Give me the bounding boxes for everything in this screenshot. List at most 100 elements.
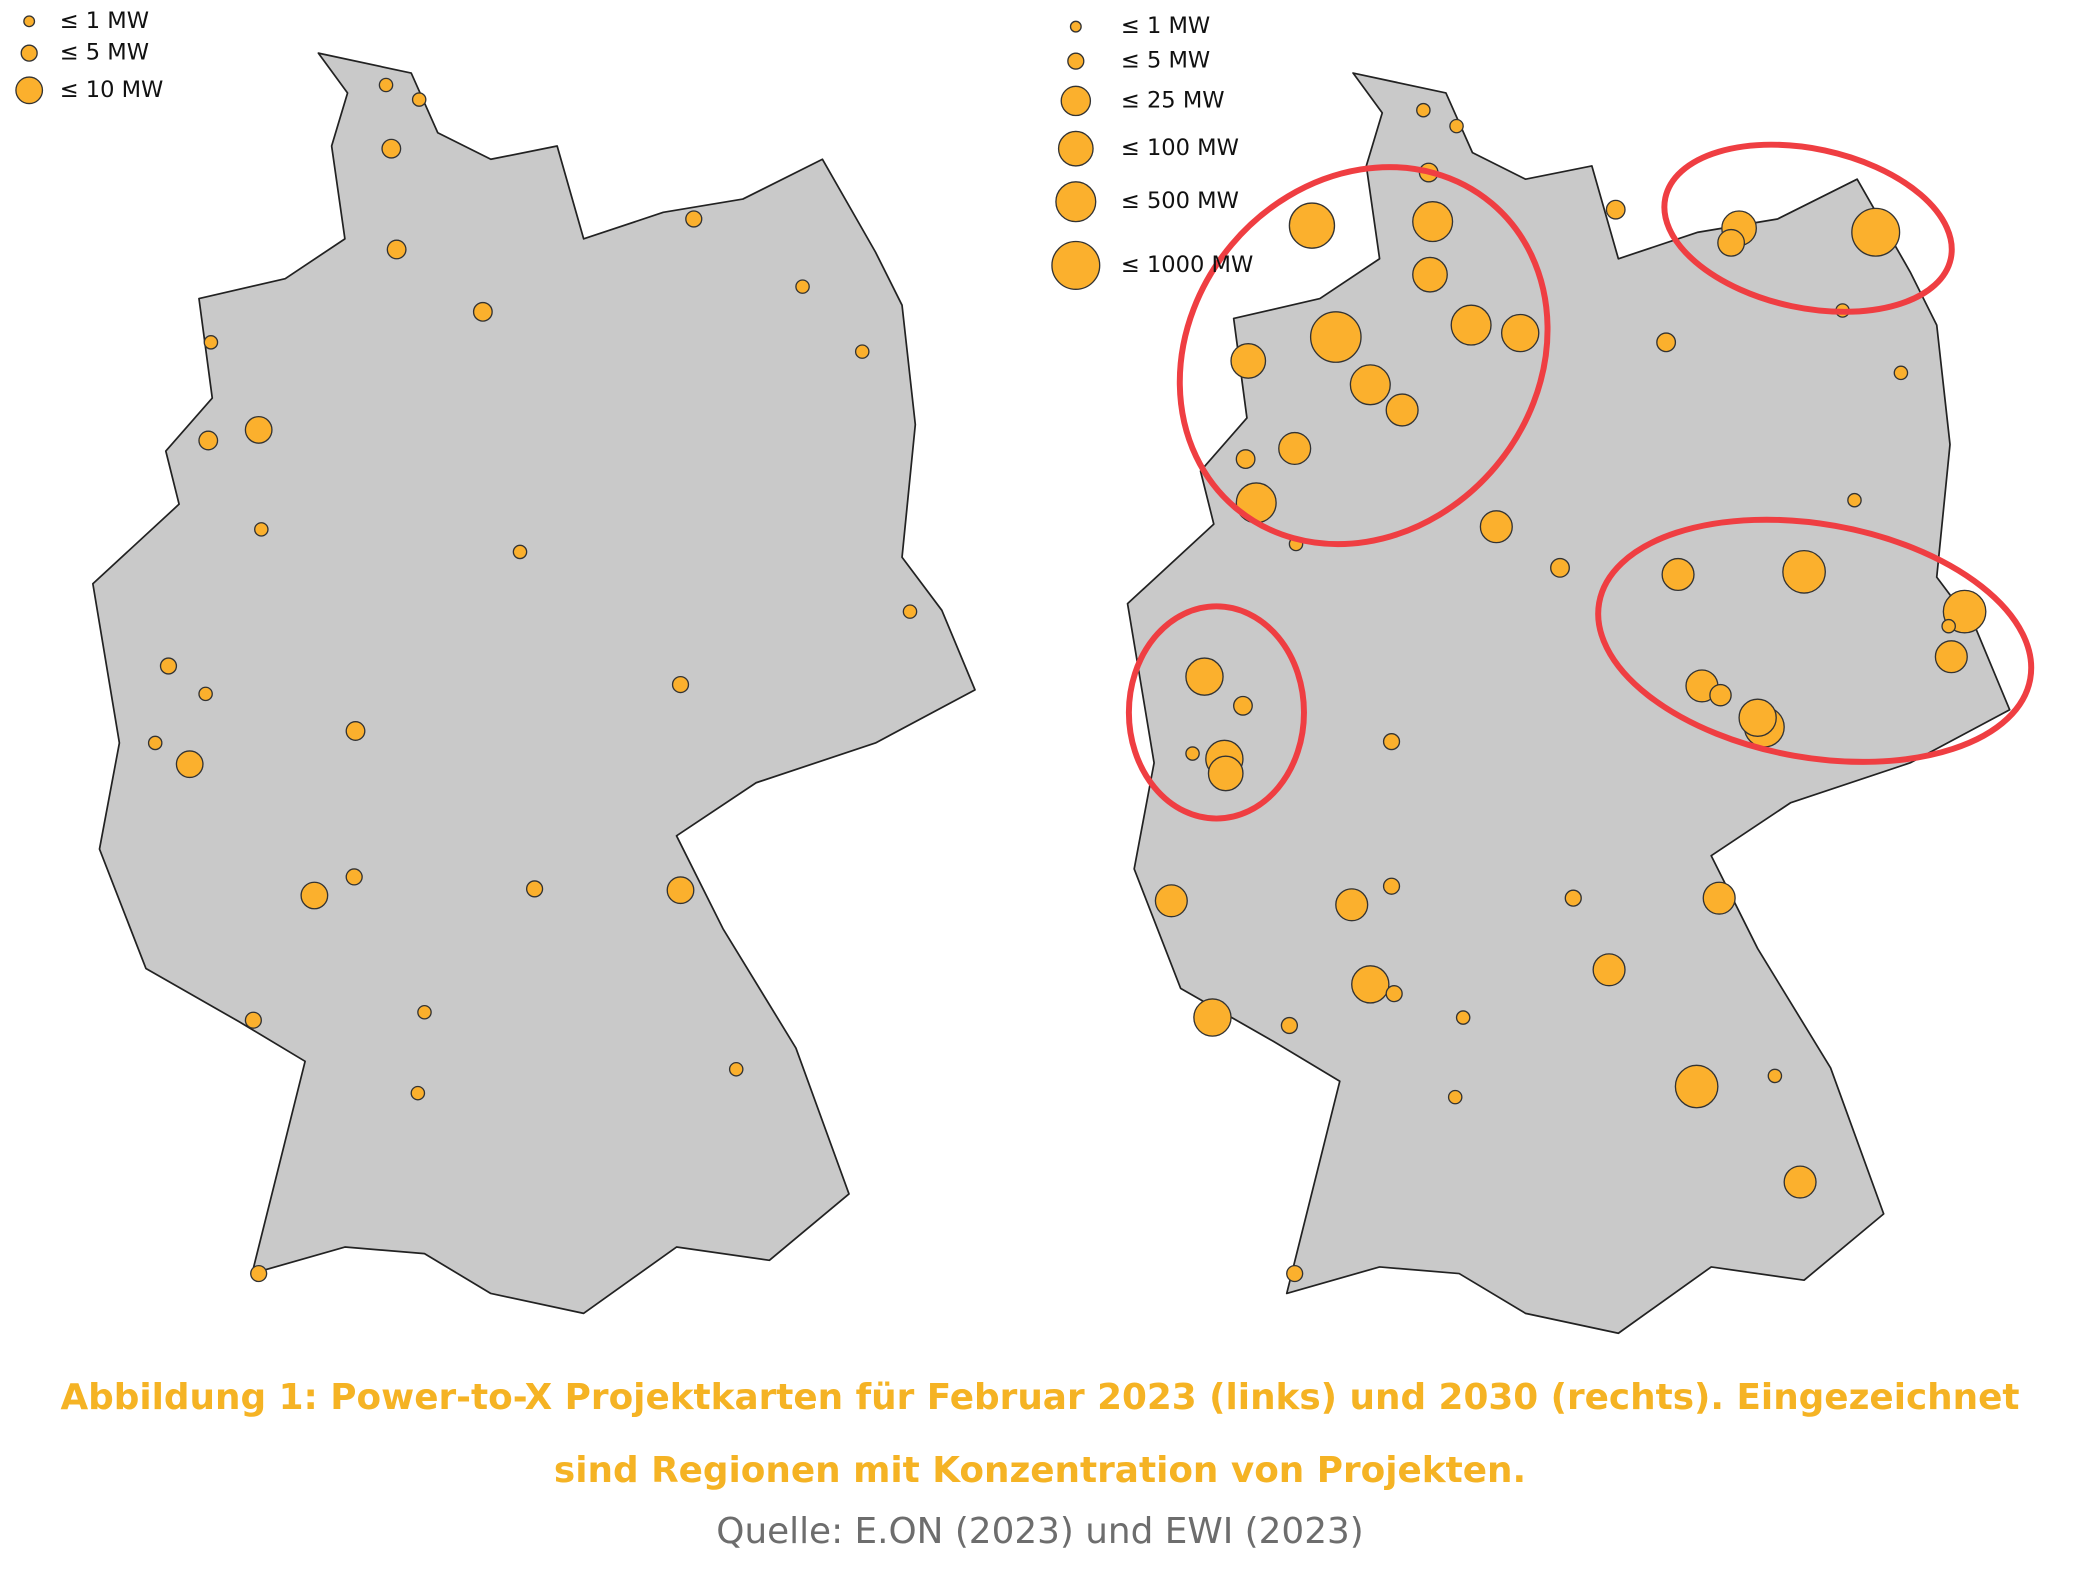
legend-symbol: [20, 44, 38, 62]
project-dot: [1385, 985, 1403, 1003]
project-dot: [671, 675, 690, 694]
project-dot: [1382, 733, 1401, 751]
project-dot: [1233, 695, 1253, 716]
project-dot: [1767, 1068, 1783, 1084]
region-ellipse: [1595, 516, 2035, 765]
project-dot: [854, 344, 870, 359]
project-dot: [244, 1011, 262, 1029]
legend-label: ≤ 5 MW: [1121, 48, 1210, 74]
project-dot: [1500, 313, 1540, 353]
region-ellipse: [1661, 141, 1955, 315]
project-dot: [1564, 889, 1582, 907]
project-dot: [1449, 118, 1464, 134]
legend-label: ≤ 100 MW: [1121, 135, 1239, 161]
region-ellipse: [1176, 164, 1551, 548]
project-dot: [1235, 449, 1256, 470]
legend-label: ≤ 1 MW: [1121, 13, 1210, 39]
project-dot: [198, 686, 213, 702]
legend-label: ≤ 5 MW: [60, 40, 149, 66]
legend-symbol: [15, 76, 44, 105]
project-dot: [1309, 311, 1362, 363]
project-dot: [1783, 1165, 1817, 1199]
project-dot: [410, 1085, 426, 1101]
caption-line: sind Regionen mit Konzentration von Proj…: [554, 1450, 1526, 1491]
project-dot: [159, 657, 178, 675]
project-dot: [345, 868, 363, 886]
legend-label: ≤ 25 MW: [1121, 87, 1225, 113]
project-dot: [1851, 207, 1901, 257]
project-dot: [1412, 256, 1448, 293]
project-dot: [666, 876, 695, 905]
project-dot: [1450, 304, 1492, 346]
project-dot: [1479, 510, 1513, 544]
map-germany-2023: [91, 52, 976, 1315]
project-dot: [203, 335, 219, 350]
project-dot: [1447, 1089, 1463, 1105]
project-dot: [1656, 332, 1677, 353]
project-dot: [1717, 228, 1746, 257]
project-dot: [1382, 877, 1401, 895]
project-dot: [1782, 549, 1826, 594]
project-dot: [1893, 365, 1909, 381]
project-dot: [381, 138, 402, 159]
legend-symbol: [1060, 85, 1092, 117]
project-dot: [1412, 201, 1454, 243]
project-dot: [795, 279, 810, 294]
legend-symbol: [1067, 52, 1085, 70]
highlight-regions: [1125, 141, 2035, 822]
project-dot: [1605, 199, 1626, 220]
project-dot: [1286, 1264, 1304, 1283]
project-dot: [1185, 746, 1200, 761]
legend-label: ≤ 1 MW: [60, 8, 149, 34]
project-dot: [512, 544, 528, 560]
project-dot: [1278, 431, 1312, 466]
project-dot: [685, 210, 703, 228]
project-dot: [902, 604, 918, 619]
project-dot: [1550, 557, 1570, 578]
project-dot: [1416, 102, 1431, 118]
project-dot: [1288, 202, 1336, 249]
project-dot: [1193, 998, 1232, 1037]
project-dot: [1154, 884, 1188, 918]
project-dot: [147, 735, 163, 751]
project-dot: [1207, 755, 1244, 792]
project-dot: [1592, 953, 1626, 987]
project-dot: [1738, 698, 1777, 737]
project-dot: [411, 92, 427, 107]
project-dot: [198, 430, 219, 451]
project-dot: [1230, 343, 1267, 379]
project-dot: [175, 750, 204, 779]
project-dot: [525, 880, 544, 898]
project-dot: [345, 721, 366, 741]
project-dot: [378, 77, 394, 93]
project-dot: [1934, 640, 1968, 674]
project-dot: [1385, 393, 1419, 427]
source: Quelle: E.ON (2023) und EWI (2023): [716, 1511, 1363, 1552]
project-dot: [250, 1264, 268, 1283]
project-dot: [472, 301, 493, 322]
project-dot: [1709, 683, 1732, 707]
caption-line: Abbildung 1: Power-to-X Projektkarten fü…: [60, 1377, 2019, 1418]
project-dot: [1185, 657, 1224, 696]
legend-symbol: [1057, 130, 1094, 167]
project-dot: [1351, 965, 1390, 1004]
project-dot: [728, 1061, 744, 1077]
legend-label: ≤ 500 MW: [1121, 188, 1239, 214]
project-dot: [1455, 1010, 1471, 1025]
project-dot: [1674, 1064, 1719, 1109]
project-dot: [244, 415, 273, 444]
project-dot: [1661, 557, 1695, 592]
legend-symbol: [23, 15, 36, 28]
project-dot: [1280, 1016, 1299, 1035]
region-ellipse: [1125, 603, 1307, 822]
map-germany-2030: [1126, 72, 2011, 1335]
project-dot: [1941, 618, 1956, 634]
legend-symbol: [1051, 240, 1101, 290]
legend-symbol: [1055, 181, 1097, 223]
project-dot: [254, 522, 269, 537]
project-dot: [1335, 888, 1369, 922]
legend-label: ≤ 10 MW: [60, 77, 164, 103]
legend-symbol: [1069, 20, 1082, 33]
project-dot: [417, 1004, 432, 1020]
